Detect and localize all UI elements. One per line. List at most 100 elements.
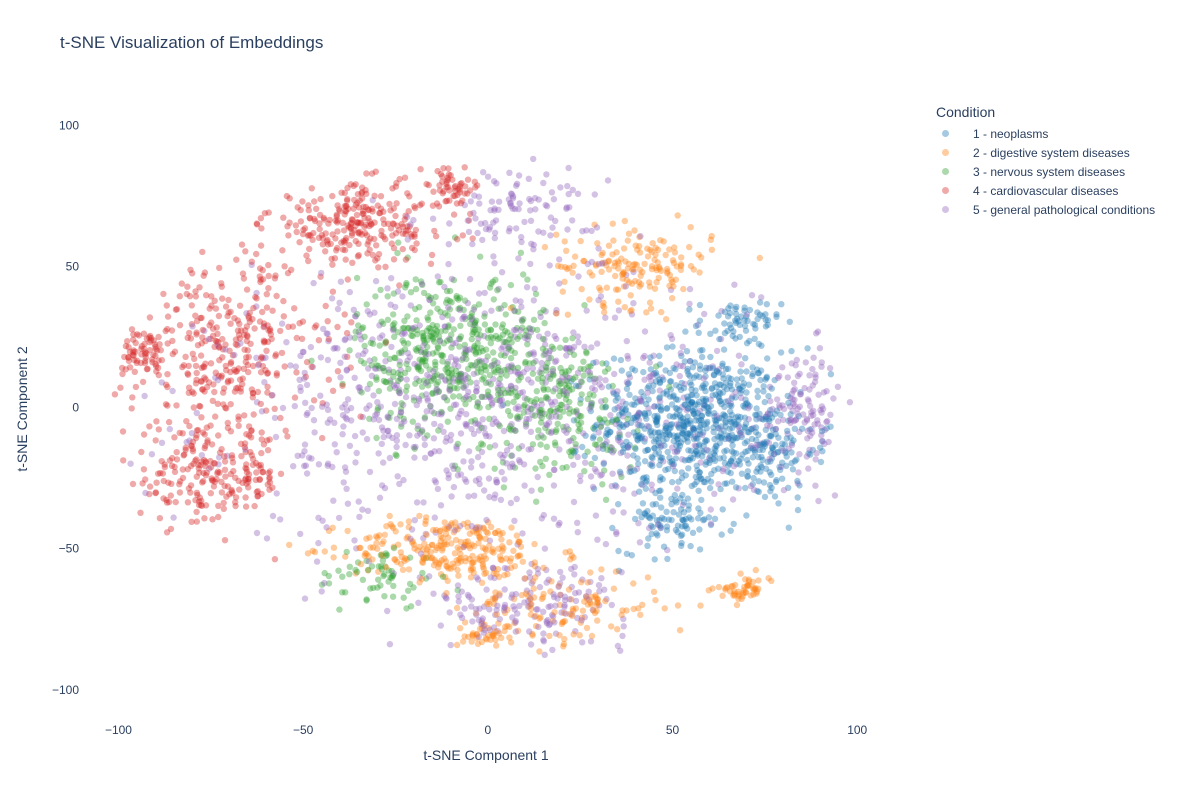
- scatter-point-series-1: [587, 407, 594, 415]
- scatter-point-series-2: [705, 587, 712, 594]
- scatter-point-series-2: [541, 243, 549, 251]
- scatter-point-series-5: [490, 253, 497, 260]
- legend-item-series-5[interactable]: 5 - general pathological conditions: [936, 200, 1155, 219]
- scatter-point-series-5: [543, 203, 551, 210]
- legend-item-series-1[interactable]: 1 - neoplasms: [936, 124, 1155, 143]
- scatter-point-series-5: [490, 178, 498, 185]
- scatter-point-series-5: [305, 454, 313, 461]
- scatter-point-series-3: [342, 589, 349, 596]
- scatter-point-series-4: [233, 368, 240, 375]
- scatter-point-series-3: [400, 415, 407, 422]
- scatter-point-series-1: [721, 308, 728, 315]
- scatter-point-series-1: [714, 433, 721, 440]
- x-axis-title: t-SNE Component 1: [423, 747, 548, 763]
- scatter-point-series-1: [644, 446, 651, 454]
- scatter-point-series-4: [187, 266, 194, 273]
- scatter-point-series-5: [166, 425, 173, 433]
- scatter-point-series-2: [546, 632, 553, 640]
- scatter-point-series-5: [469, 618, 476, 625]
- scatter-point-series-5: [437, 622, 444, 629]
- scatter-point-series-1: [817, 458, 825, 466]
- scatter-point-series-4: [366, 218, 373, 225]
- legend-item-series-4[interactable]: 4 - cardiovascular diseases: [936, 181, 1155, 200]
- scatter-point-series-1: [794, 477, 801, 485]
- scatter-point-series-4: [286, 195, 293, 202]
- scatter-point-series-2: [325, 527, 333, 534]
- scatter-point-series-3: [416, 304, 423, 311]
- scatter-point-series-5: [711, 490, 718, 497]
- scatter-point-series-5: [451, 361, 458, 368]
- scatter-point-series-2: [514, 627, 522, 634]
- scatter-point-series-4: [164, 371, 171, 378]
- scatter-point-series-1: [779, 459, 786, 466]
- scatter-point-series-1: [706, 459, 713, 466]
- scatter-point-series-5: [424, 371, 431, 379]
- scatter-point-series-1: [735, 457, 742, 465]
- scatter-point-series-2: [525, 593, 532, 600]
- scatter-point-series-2: [506, 558, 514, 565]
- scatter-point-series-3: [508, 339, 515, 346]
- scatter-point-series-5: [446, 387, 453, 394]
- scatter-point-series-1: [743, 368, 750, 375]
- scatter-point-series-4: [334, 368, 342, 375]
- scatter-point-series-3: [451, 234, 459, 241]
- scatter-point-series-1: [701, 402, 709, 409]
- scatter-point-series-4: [160, 495, 167, 502]
- scatter-point-series-5: [387, 301, 394, 308]
- scatter-point-series-4: [171, 434, 178, 441]
- scatter-point-series-5: [292, 363, 299, 370]
- scatter-point-series-5: [680, 394, 687, 401]
- scatter-point-series-2: [490, 570, 497, 577]
- scatter-point-series-4: [212, 413, 219, 420]
- scatter-point-series-1: [663, 344, 671, 351]
- scatter-point-series-5: [445, 474, 452, 482]
- scatter-point-series-4: [355, 229, 362, 236]
- scatter-point-series-1: [716, 335, 723, 343]
- scatter-point-series-1: [700, 401, 708, 408]
- scatter-point-series-5: [269, 512, 277, 520]
- scatter-point-series-3: [556, 413, 563, 420]
- scatter-point-series-5: [518, 443, 526, 450]
- scatter-point-series-1: [663, 405, 670, 412]
- scatter-point-series-2: [363, 535, 370, 542]
- scatter-point-series-4: [193, 489, 201, 496]
- scatter-point-series-4: [456, 183, 464, 190]
- scatter-point-series-2: [646, 299, 654, 306]
- scatter-point-series-3: [382, 338, 389, 345]
- scatter-point-series-4: [199, 334, 206, 341]
- legend-item-series-3[interactable]: 3 - nervous system diseases: [936, 162, 1155, 181]
- scatter-point-series-1: [678, 542, 685, 549]
- scatter-point-series-4: [165, 498, 173, 506]
- scatter-point-series-3: [522, 358, 529, 366]
- scatter-point-series-2: [733, 601, 741, 609]
- scatter-point-series-1: [677, 439, 685, 446]
- scatter-point-series-2: [618, 255, 625, 262]
- scatter-point-series-5: [272, 433, 280, 441]
- scatter-point-series-3: [472, 348, 480, 356]
- scatter-point-series-5: [819, 405, 827, 413]
- scatter-point-series-1: [719, 389, 727, 396]
- scatter-point-series-5: [620, 509, 627, 516]
- scatter-point-series-1: [728, 395, 735, 402]
- scatter-point-series-2: [569, 269, 576, 276]
- scatter-point-series-4: [184, 499, 192, 506]
- scatter-point-series-5: [617, 449, 624, 457]
- scatter-point-series-5: [389, 325, 397, 333]
- scatter-point-series-2: [696, 269, 703, 276]
- scatter-point-series-4: [444, 176, 452, 183]
- chart-title: t-SNE Visualization of Embeddings: [60, 33, 324, 52]
- scatter-point-series-5: [463, 422, 470, 430]
- scatter-point-series-1: [700, 478, 707, 486]
- scatter-point-series-5: [273, 490, 280, 497]
- scatter-point-series-1: [680, 422, 687, 429]
- scatter-point-series-4: [227, 377, 235, 384]
- scatter-point-series-5: [663, 419, 670, 426]
- legend-item-series-2[interactable]: 2 - digestive system diseases: [936, 143, 1155, 162]
- scatter-point-series-1: [773, 476, 780, 484]
- scatter-point-series-5: [359, 413, 366, 421]
- scatter-point-series-4: [203, 424, 210, 431]
- scatter-point-series-2: [457, 550, 464, 558]
- scatter-point-series-3: [521, 401, 528, 409]
- scatter-point-series-4: [219, 354, 226, 361]
- scatter-point-series-5: [481, 424, 488, 432]
